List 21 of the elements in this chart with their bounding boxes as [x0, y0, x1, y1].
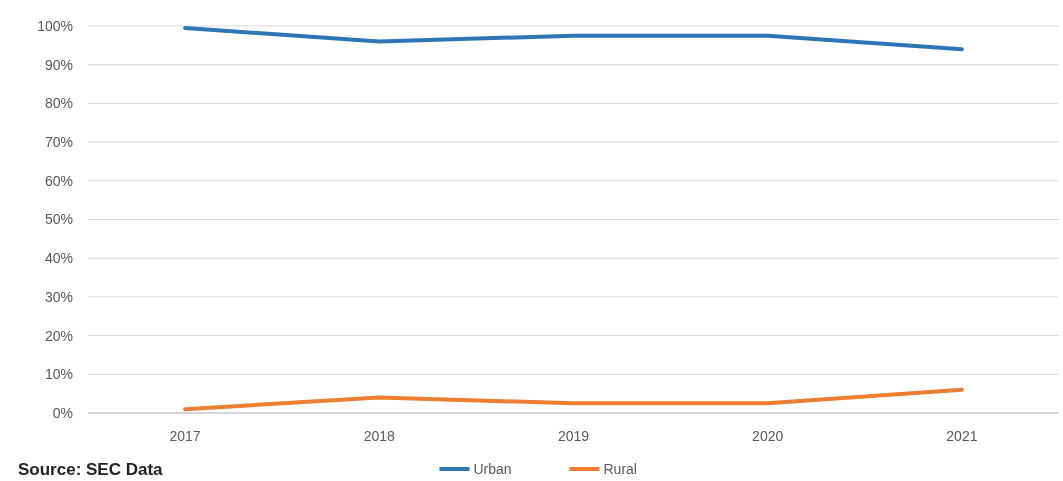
y-tick-label: 90%	[44, 56, 73, 73]
y-tick-label: 60%	[44, 172, 73, 189]
y-tick-label: 100%	[37, 17, 73, 34]
y-tick-label: 10%	[44, 366, 73, 383]
line-series	[183, 387, 964, 412]
x-tick-label: 2021	[946, 428, 978, 444]
y-tick-label: 40%	[44, 250, 73, 267]
y-tick-label: 20%	[44, 327, 73, 344]
y-tick-label: 80%	[44, 95, 73, 112]
y-tick-label: 70%	[44, 134, 73, 150]
source-note: Source: SEC Data	[18, 460, 164, 479]
y-tick-label: 50%	[44, 211, 73, 228]
x-tick-label: 2020	[752, 428, 784, 444]
x-tick-label: 2017	[169, 428, 201, 444]
y-tick-label: 0%	[52, 404, 73, 421]
x-tick-label: 2019	[557, 428, 590, 444]
legend-label: Rural	[603, 460, 637, 477]
line-series	[183, 25, 964, 52]
legend-label: Urban	[473, 460, 512, 477]
y-tick-label: 30%	[44, 288, 73, 305]
x-tick-label: 2018	[363, 428, 396, 444]
